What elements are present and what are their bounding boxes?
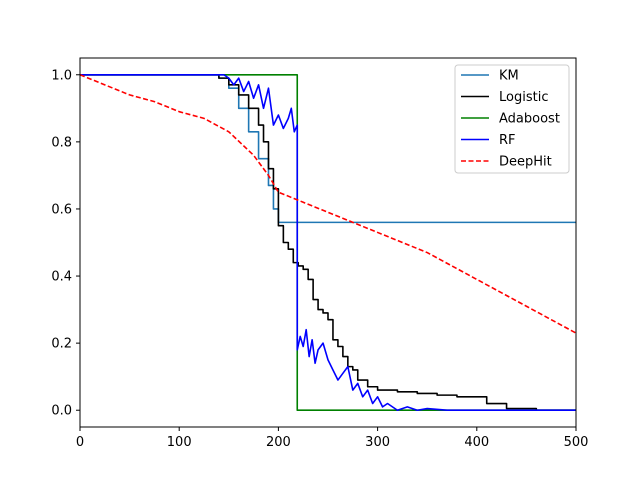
y-tick-label: 0.4 — [51, 270, 72, 285]
y-tick-label: 0.2 — [51, 337, 72, 352]
legend-box — [454, 64, 570, 174]
legend-label-logistic: Logistic — [499, 90, 548, 105]
series-line-rf — [80, 73, 576, 412]
series-line-logistic — [80, 73, 576, 412]
legend-label-deephit: DeepHit — [499, 155, 552, 170]
x-tick-label: 0 — [76, 435, 84, 450]
x-tick-label: 500 — [564, 435, 589, 450]
x-tick-label: 300 — [365, 435, 390, 450]
legend: KM Logistic Adaboost RF DeepHit — [454, 64, 570, 174]
y-tick-label: 0.6 — [51, 202, 72, 217]
x-tick-label: 100 — [167, 435, 192, 450]
axes-layer: 0 100 200 300 400 500 0.0 0.2 0.4 0.6 0.8 1.0 — [51, 57, 589, 450]
legend-label-km: KM — [499, 69, 519, 84]
y-tick-label: 1.0 — [51, 68, 72, 83]
series-layer — [80, 73, 576, 412]
y-tick-label: 0.0 — [51, 404, 72, 419]
y-tick-label: 0.8 — [51, 135, 72, 150]
axes-frame — [79, 57, 577, 428]
x-tick-label: 400 — [464, 435, 489, 450]
series-line-deephit — [80, 74, 576, 334]
legend-label-adaboost: Adaboost — [499, 112, 560, 127]
legend-label-rf: RF — [499, 133, 516, 148]
x-tick-label: 200 — [266, 435, 291, 450]
